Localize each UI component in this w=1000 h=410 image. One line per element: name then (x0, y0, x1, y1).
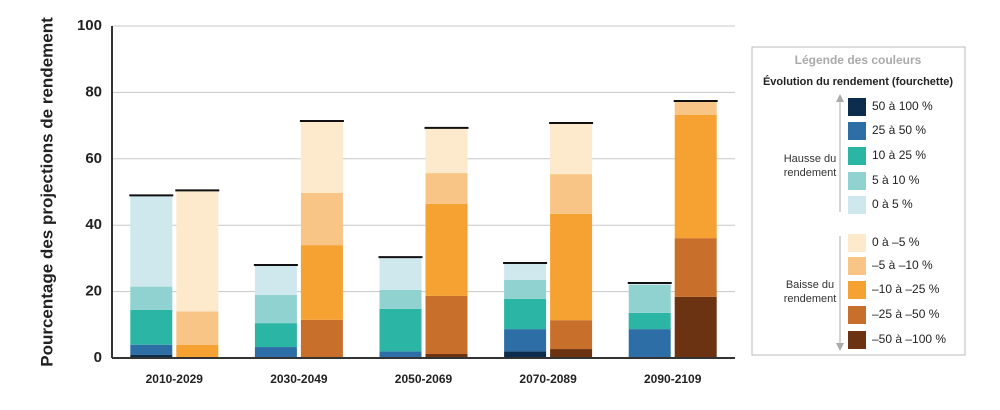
bar-segment (300, 120, 343, 193)
legend-label: 5 à 10 % (872, 173, 920, 187)
bar-segment (130, 286, 173, 310)
legend-label: 50 à 100 % (872, 99, 933, 113)
legend-swatch (848, 257, 866, 275)
bar-segment (379, 257, 422, 290)
bar-segment (550, 320, 593, 350)
legend-swatch (848, 147, 866, 165)
legend-swatch (848, 331, 866, 349)
legend-label: 25 à 50 % (872, 123, 926, 137)
x-tick-label: 2050-2069 (395, 372, 453, 386)
x-tick-label: 2070-2089 (519, 372, 577, 386)
bar-segment (300, 245, 343, 320)
legend-label: –10 à –25 % (872, 282, 940, 296)
bar-segment (674, 114, 717, 239)
legend-swatch (848, 196, 866, 214)
bar-segment (550, 122, 593, 175)
bar-segment (130, 195, 173, 287)
bar-segment (379, 289, 422, 309)
bar-segment (379, 308, 422, 352)
legend-subtitle: Évolution du rendement (fourchette) (763, 75, 953, 88)
legend-title: Légende des couleurs (795, 53, 922, 67)
bar-segment (425, 295, 468, 355)
bar-segment (550, 349, 593, 358)
y-tick-label: 0 (94, 349, 102, 366)
y-tick-label: 80 (85, 83, 102, 100)
bar-segment (550, 174, 593, 214)
y-tick-label: 100 (77, 17, 102, 34)
bar-segment (674, 238, 717, 297)
bar-segment (674, 296, 717, 358)
bar-segment (300, 319, 343, 358)
legend-group-label: Hausse du rendement (783, 153, 837, 179)
legend-swatch (848, 122, 866, 140)
bar-segment (504, 351, 547, 358)
legend-group-label: Baisse du rendement (783, 279, 837, 305)
bar-segment (504, 329, 547, 352)
bar-segment (425, 354, 468, 358)
bar-segment (300, 192, 343, 246)
bar-segment (504, 263, 547, 280)
legend-swatch (848, 281, 866, 299)
bar-segment (674, 102, 717, 115)
x-tick-label: 2030-2049 (270, 372, 328, 386)
legend-label: 10 à 25 % (872, 148, 926, 162)
bar-segment (504, 298, 547, 330)
bar-segment (425, 203, 468, 296)
bar-segment (176, 344, 219, 358)
y-tick-label: 20 (85, 283, 102, 300)
legend-swatch (848, 98, 866, 116)
legend-label: 0 à –5 % (872, 235, 920, 249)
bar-segment (130, 309, 173, 345)
bar-segment (628, 312, 671, 330)
bar-segment (254, 323, 297, 348)
legend-swatch (848, 234, 866, 252)
legend-swatch (848, 306, 866, 324)
legend-label: –5 à –10 % (872, 258, 933, 272)
x-tick-label: 2010-2029 (146, 372, 204, 386)
y-tick-label: 40 (85, 216, 102, 233)
legend-label: 0 à 5 % (872, 197, 913, 211)
legend-label: –25 à –50 % (872, 307, 940, 321)
bar-segment (254, 294, 297, 324)
x-tick-label: 2090-2109 (644, 372, 702, 386)
bar-segment (176, 311, 219, 345)
bar-segment (425, 127, 468, 174)
bar-segment (254, 265, 297, 295)
bar-segment (628, 329, 671, 358)
bar-segment (425, 173, 468, 204)
bar-segment (504, 279, 547, 299)
legend-label: –50 à –100 % (872, 332, 946, 346)
bar-segment (550, 213, 593, 321)
bar-segment (130, 344, 173, 355)
legend-swatch (848, 172, 866, 190)
bar-segment (176, 190, 219, 312)
y-axis-label: Pourcentage des projections de rendement (37, 17, 56, 367)
bar-segment (379, 351, 422, 358)
bar-segment (130, 354, 173, 358)
y-tick-label: 60 (85, 150, 102, 167)
bar-segment (254, 347, 297, 358)
bar-segment (628, 284, 671, 313)
